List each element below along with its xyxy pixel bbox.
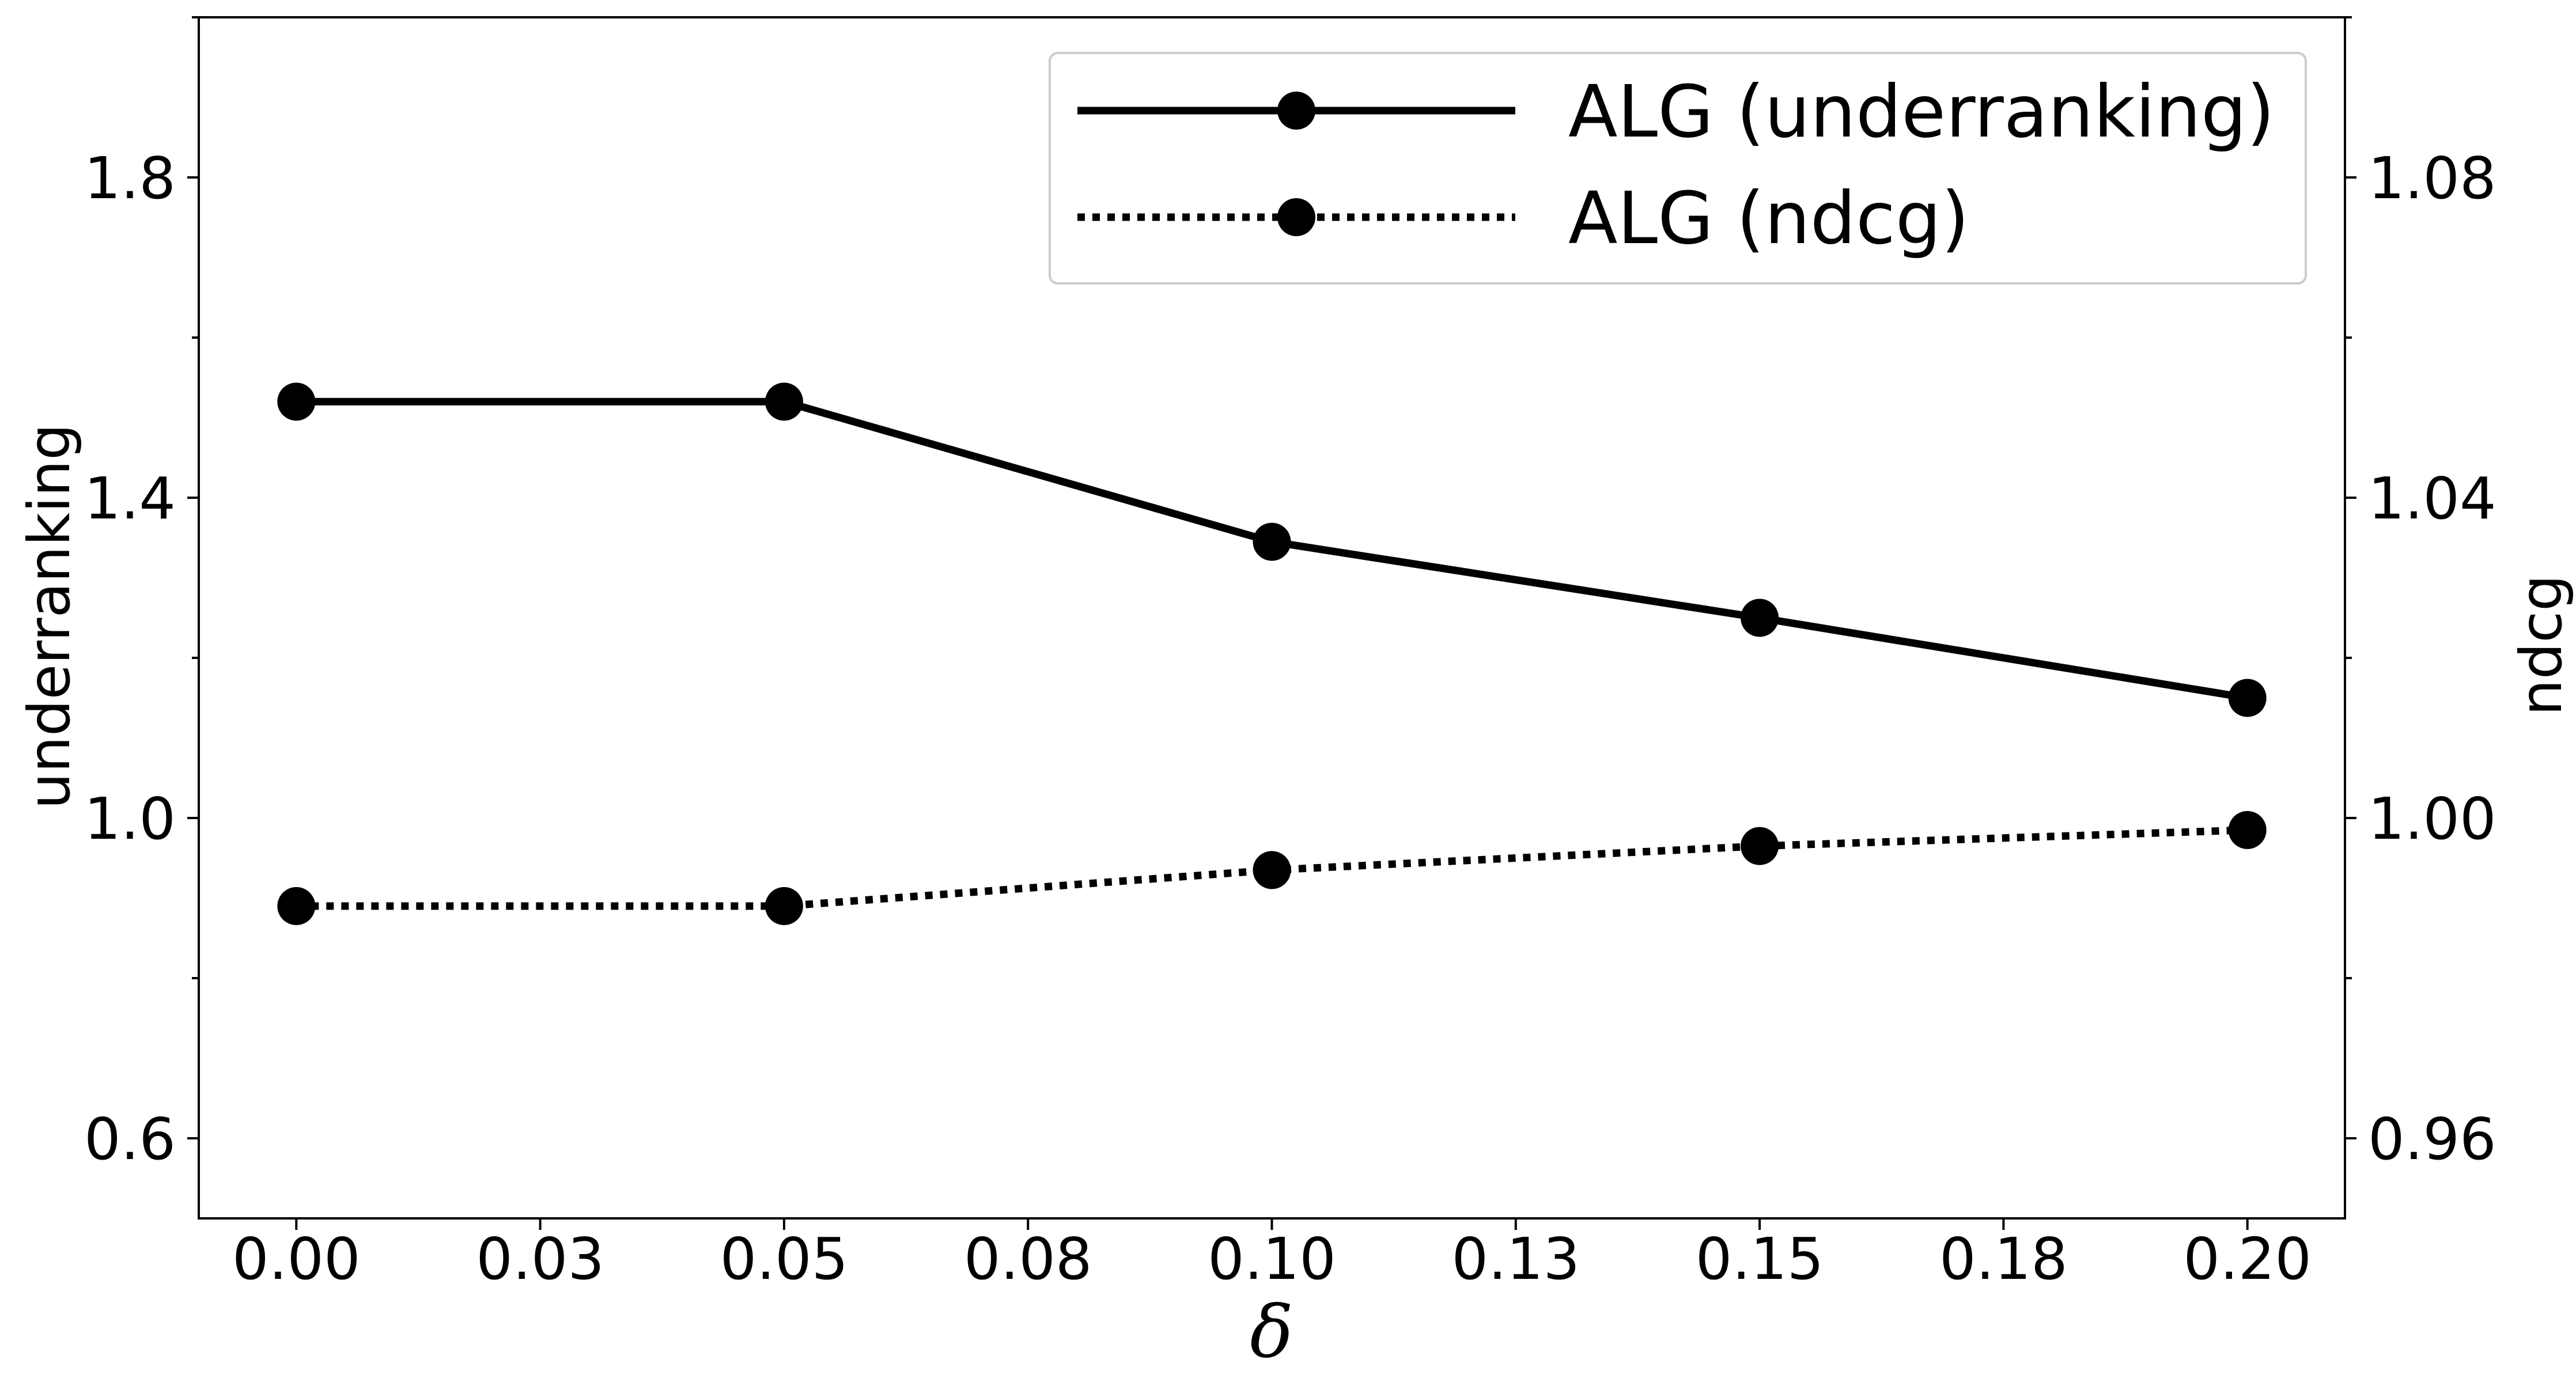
x-tick-label: 0.03 xyxy=(476,1225,604,1293)
y-axis-left-title: underranking xyxy=(16,423,83,809)
y-left-tick-label: 1.4 xyxy=(84,465,176,532)
x-tick-label: 0.13 xyxy=(1451,1225,1580,1293)
x-tick-label: 0.05 xyxy=(720,1225,849,1293)
x-tick-label: 0.18 xyxy=(1939,1225,2068,1293)
x-tick-label: 0.00 xyxy=(232,1225,361,1293)
data-point xyxy=(277,383,316,421)
y-left-tick-label: 1.0 xyxy=(84,785,176,853)
y-axis-left: 0.6 1.0 1.4 1.8 xyxy=(84,16,199,1173)
data-point xyxy=(1741,599,1779,637)
data-point xyxy=(2228,811,2267,849)
data-point xyxy=(765,887,803,925)
y-axis-right: 0.96 1.00 1.04 1.08 xyxy=(2345,16,2496,1173)
x-tick-label: 0.20 xyxy=(2183,1225,2312,1293)
data-point xyxy=(765,383,803,421)
y-right-tick-label: 0.96 xyxy=(2368,1105,2496,1173)
data-point xyxy=(1253,851,1291,889)
data-point xyxy=(2228,679,2267,717)
series-layer xyxy=(277,383,2267,925)
data-point xyxy=(277,887,316,925)
legend-label: ALG (ndcg) xyxy=(1568,177,1969,260)
x-tick-label: 0.15 xyxy=(1696,1225,1824,1293)
y-right-tick-label: 1.08 xyxy=(2368,145,2496,212)
legend: ALG (underranking) ALG (ndcg) xyxy=(1049,52,2307,285)
y-right-tick-label: 1.04 xyxy=(2368,465,2496,532)
legend-marker xyxy=(1277,92,1315,130)
x-tick-label: 0.08 xyxy=(964,1225,1092,1293)
y-right-tick-label: 1.00 xyxy=(2368,785,2496,853)
y-left-tick-label: 0.6 xyxy=(84,1105,176,1173)
x-tick-label: 0.10 xyxy=(1208,1225,1336,1293)
y-left-tick-label: 1.8 xyxy=(84,145,176,212)
x-axis-title: δ xyxy=(1250,1290,1293,1374)
legend-label: ALG (underranking) xyxy=(1568,70,2275,154)
data-point xyxy=(1741,827,1779,865)
x-axis: 0.00 0.03 0.05 0.08 0.10 0.13 0.15 0.18 0.20 xyxy=(232,1218,2312,1293)
y-axis-right-title: ndcg xyxy=(2507,574,2575,715)
data-point xyxy=(1253,522,1291,561)
legend-marker xyxy=(1277,198,1315,236)
